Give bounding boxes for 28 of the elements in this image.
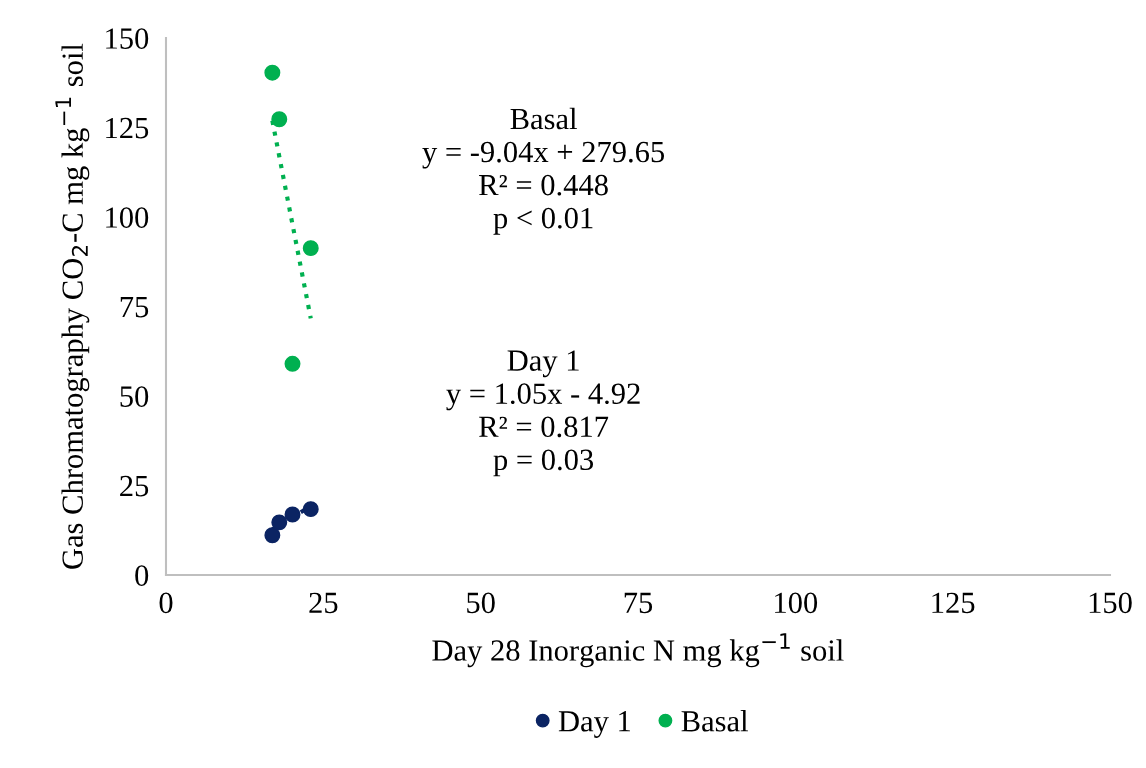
legend-label: Day 1 (558, 711, 630, 738)
x-tick-label: 75 (624, 592, 653, 614)
x-axis-title: Day 28 Inorganic N mg kg$^{−1}$ soil (432, 633, 844, 668)
x-tick-label: 125 (932, 592, 975, 614)
y-tick-label: 125 (106, 117, 149, 139)
annotation: Day 1 y = 1.05x - 4.92 R² = 0.817 p = 0.03 (446, 350, 640, 477)
y-tick-label: 150 (106, 28, 149, 49)
legend-label: Basal (681, 710, 748, 732)
y-tick-label: 0 (135, 565, 149, 586)
x-tick-label: 150 (1089, 592, 1132, 614)
annotation: Basal y = -9.04x + 279.65 R² = 0.448 p < 0.01 (422, 107, 665, 235)
y-axis-title: Gas Chromatography CO$_{2}$-C mg kg$^{−1}$ soil (55, 43, 90, 569)
x-tick-label: 100 (775, 592, 818, 614)
point (264, 527, 281, 544)
point (284, 355, 301, 372)
point (302, 501, 319, 518)
y-tick-label: 100 (106, 207, 149, 228)
point (284, 506, 301, 523)
point (271, 111, 288, 128)
point (264, 64, 281, 81)
x-tick-label: 0 (159, 592, 173, 614)
point (271, 514, 288, 531)
x-tick-label: 25 (309, 592, 338, 614)
y-tick-label: 75 (120, 297, 149, 318)
y-tick-label: 50 (120, 386, 149, 407)
x-tick-label: 50 (467, 592, 495, 614)
point (302, 240, 319, 257)
y-tick-label: 25 (120, 475, 149, 497)
